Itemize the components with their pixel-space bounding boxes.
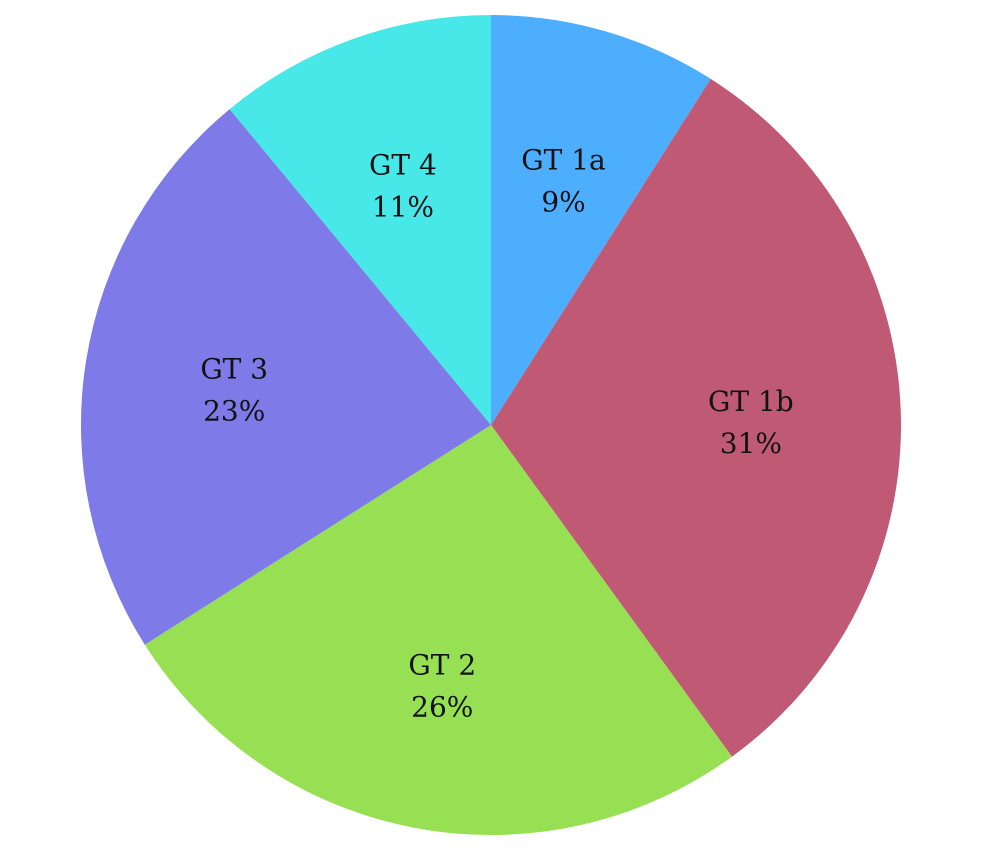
slice-percent-label: 26% — [411, 690, 473, 723]
pie-slice-gt-1a — [491, 15, 711, 425]
slice-percent-label: 23% — [203, 394, 265, 427]
slice-percent-label: 31% — [720, 427, 782, 460]
slice-percent-label: 9% — [541, 185, 585, 218]
pie-slice-gt-2 — [144, 425, 732, 835]
slice-name-label: GT 1b — [708, 385, 794, 418]
pie-slice-gt-1b — [491, 78, 902, 757]
slice-name-label: GT 4 — [369, 148, 437, 181]
slice-name-label: GT 3 — [200, 352, 268, 385]
pie-slice-gt-3 — [81, 109, 492, 645]
pie-slice-gt-4 — [229, 15, 491, 425]
slice-name-label: GT 2 — [408, 648, 476, 681]
slice-percent-label: 11% — [372, 190, 434, 223]
slice-name-label: GT 1a — [521, 143, 605, 176]
slices-layer — [81, 15, 902, 835]
labels-layer: GT 1a 9% GT 1b 31% GT 2 26% GT 3 23% GT 4 11% — [200, 143, 793, 723]
